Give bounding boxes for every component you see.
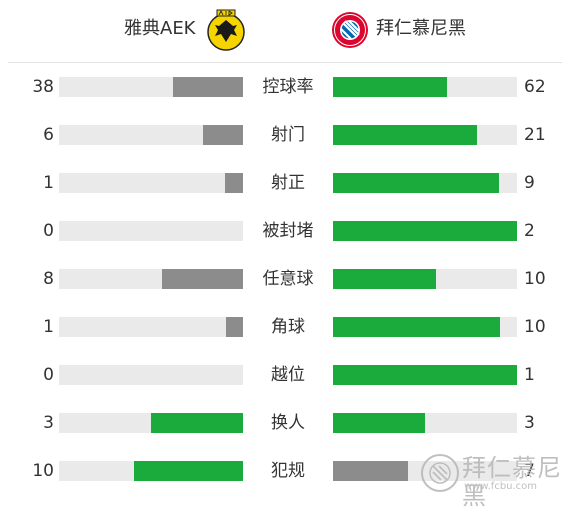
home-stat-bar-fill — [226, 317, 243, 337]
away-stat-value: 9 — [524, 173, 535, 193]
stat-row: 10 犯规 7 — [0, 456, 570, 486]
away-stat-bar-fill — [333, 125, 477, 145]
aek-athens-logo-icon — [207, 9, 245, 51]
stat-label: 角球 — [271, 317, 305, 337]
home-stat-bar-track — [59, 125, 243, 145]
home-stat-bar-fill — [162, 269, 243, 289]
home-stat-value: 38 — [32, 77, 54, 97]
stat-row: 0 越位 1 — [0, 360, 570, 390]
header-divider — [8, 62, 562, 63]
home-stat-value: 8 — [43, 269, 54, 289]
home-stat-bar-track — [59, 413, 243, 433]
away-stat-bar-fill — [333, 317, 500, 337]
match-header: 雅典AEK 拜仁慕尼黑 — [0, 0, 570, 60]
stat-row: 0 被封堵 2 — [0, 216, 570, 246]
away-stat-value: 7 — [524, 461, 535, 481]
home-stat-value: 1 — [43, 173, 54, 193]
stat-label: 控球率 — [262, 77, 314, 97]
away-stat-bar-fill — [333, 269, 436, 289]
home-stat-bar-track — [59, 221, 243, 241]
stat-label: 换人 — [271, 413, 305, 433]
away-stat-bar-fill — [333, 413, 425, 433]
away-stat-bar-fill — [333, 77, 447, 97]
away-stat-bar-track — [333, 461, 517, 481]
stat-row: 3 换人 3 — [0, 408, 570, 438]
home-stat-bar-fill — [203, 125, 243, 145]
home-stat-value: 10 — [32, 461, 54, 481]
stat-label: 越位 — [271, 365, 305, 385]
home-stat-value: 0 — [43, 221, 54, 241]
away-stat-value: 1 — [524, 365, 535, 385]
away-stat-value: 21 — [524, 125, 546, 145]
home-stat-bar-track — [59, 269, 243, 289]
away-stat-value: 62 — [524, 77, 546, 97]
home-stat-bar-fill — [151, 413, 243, 433]
stat-row: 1 角球 10 — [0, 312, 570, 342]
home-stat-bar-track — [59, 461, 243, 481]
away-stat-value: 2 — [524, 221, 535, 241]
away-stat-value: 10 — [524, 317, 546, 337]
stat-row: 1 射正 9 — [0, 168, 570, 198]
home-stat-bar-track — [59, 365, 243, 385]
stat-label: 被封堵 — [262, 221, 314, 241]
away-stat-bar-track — [333, 125, 517, 145]
away-stat-bar-track — [333, 77, 517, 97]
home-stat-bar-track — [59, 317, 243, 337]
away-stat-bar-track — [333, 173, 517, 193]
home-team-name: 雅典AEK — [124, 18, 196, 39]
watermark-url: www.fcbu.com — [464, 481, 538, 492]
home-stat-value: 6 — [43, 125, 54, 145]
home-stat-bar-fill — [173, 77, 243, 97]
watermark: 拜仁慕尼黑 www.fcbu.com — [418, 452, 568, 510]
stat-label: 射正 — [271, 173, 305, 193]
away-stat-bar-fill — [333, 173, 499, 193]
home-stat-bar-fill — [134, 461, 243, 481]
away-stat-bar-track — [333, 413, 517, 433]
home-stat-bar-track — [59, 173, 243, 193]
home-stat-bar-track — [59, 77, 243, 97]
away-stat-value: 10 — [524, 269, 546, 289]
home-stat-value: 0 — [43, 365, 54, 385]
stat-row: 6 射门 21 — [0, 120, 570, 150]
stat-label: 犯规 — [271, 461, 305, 481]
away-stat-bar-fill — [333, 221, 517, 241]
away-stat-bar-track — [333, 221, 517, 241]
away-stat-bar-fill — [333, 461, 408, 481]
away-stat-value: 3 — [524, 413, 535, 433]
fc-bayern-club-watermark-logo-icon — [421, 454, 459, 492]
away-team-name: 拜仁慕尼黑 — [376, 18, 466, 39]
away-stat-bar-track — [333, 317, 517, 337]
stat-label: 射门 — [271, 125, 305, 145]
fc-bayern-munchen-logo-icon — [332, 12, 368, 48]
away-stat-bar-fill — [333, 365, 517, 385]
home-stat-bar-fill — [225, 173, 243, 193]
home-stat-value: 3 — [43, 413, 54, 433]
away-stat-bar-track — [333, 269, 517, 289]
stat-label: 任意球 — [262, 269, 314, 289]
stat-row: 38 控球率 62 — [0, 72, 570, 102]
home-stat-value: 1 — [43, 317, 54, 337]
stat-row: 8 任意球 10 — [0, 264, 570, 294]
away-stat-bar-track — [333, 365, 517, 385]
